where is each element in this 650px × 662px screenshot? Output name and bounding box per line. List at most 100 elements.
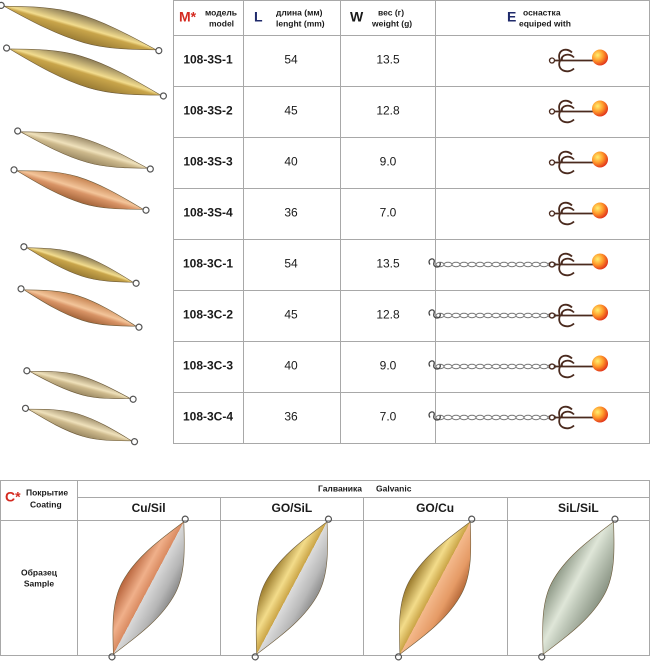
hook-eye xyxy=(548,363,556,370)
weight-cell: 13.5 xyxy=(376,257,400,271)
chain-link xyxy=(499,414,509,421)
length-cell: 45 xyxy=(284,308,298,322)
header-en: model xyxy=(209,18,234,28)
chain-link xyxy=(531,363,541,370)
hook-icon xyxy=(548,48,608,73)
swivel xyxy=(428,258,441,268)
chain-link xyxy=(515,312,525,319)
lure-ring xyxy=(23,367,31,375)
hook-bend xyxy=(558,48,573,61)
chain-link xyxy=(467,312,477,319)
chain-link xyxy=(459,414,469,421)
length-cell: 40 xyxy=(284,155,298,169)
chain-link xyxy=(451,363,461,370)
lure xyxy=(10,166,150,214)
lure xyxy=(21,404,139,446)
hook-bend xyxy=(558,162,575,175)
hook-eye xyxy=(548,312,556,319)
lure xyxy=(20,243,140,287)
hook-eye xyxy=(548,261,556,268)
hook-bend xyxy=(560,206,575,214)
bead xyxy=(592,100,608,117)
hook-bend xyxy=(558,150,573,163)
chain-link xyxy=(491,363,501,370)
lure-ring xyxy=(108,653,116,661)
spec-table-header: M* модель model L длина (мм) lenght (mm)… xyxy=(179,7,571,28)
hook-eye xyxy=(548,159,556,166)
hook-bend xyxy=(558,252,573,265)
bead xyxy=(592,253,608,270)
lure-body xyxy=(27,408,133,442)
hook-bend xyxy=(560,104,575,112)
hook-bend xyxy=(558,213,575,226)
lure xyxy=(538,515,619,661)
lure xyxy=(108,515,189,661)
letter: L xyxy=(254,9,263,25)
hook-bend xyxy=(558,303,573,316)
model-cell: 108-3S-2 xyxy=(183,104,233,118)
lure-ring xyxy=(142,206,150,214)
lure-ring xyxy=(21,404,30,412)
lure-body xyxy=(15,170,145,210)
lure xyxy=(23,367,137,403)
weight-cell: 13.5 xyxy=(376,53,400,67)
length-cell: 36 xyxy=(284,410,298,424)
model-cell: 108-3C-2 xyxy=(183,308,233,322)
coating-name: SiL/SiL xyxy=(558,501,599,515)
coating-table-header: C* Покрытие Coating Галваника Galvanic О… xyxy=(5,483,412,588)
bead xyxy=(592,355,608,372)
lure-ring xyxy=(155,47,163,55)
chain-link xyxy=(451,261,461,268)
chain-link xyxy=(475,414,485,421)
hook-bend xyxy=(558,417,575,430)
group-ru: Галваника xyxy=(318,483,362,493)
hook-icon xyxy=(428,405,608,430)
chain-link xyxy=(483,363,493,370)
length-cell: 54 xyxy=(284,53,298,67)
lure-ring xyxy=(159,92,168,100)
header-ru: длина (мм) xyxy=(276,7,323,17)
letter: C* xyxy=(5,489,21,505)
letter: E xyxy=(507,9,516,25)
chain-link xyxy=(539,261,549,268)
lure-body xyxy=(28,371,132,399)
chain-link xyxy=(499,312,509,319)
hook-bend xyxy=(558,60,575,73)
lure-body xyxy=(542,521,615,655)
chain-link xyxy=(531,414,541,421)
hook-bend xyxy=(558,366,575,379)
lure-body xyxy=(20,131,148,169)
length-cell: 45 xyxy=(284,104,298,118)
chain-link xyxy=(459,261,469,268)
hook-icon xyxy=(428,354,608,379)
swivel xyxy=(428,360,441,370)
lure-ring xyxy=(611,515,619,523)
lure-ring xyxy=(10,166,18,174)
lure-body xyxy=(22,289,138,327)
row-label-ru: Образец xyxy=(21,567,58,577)
hook-bend xyxy=(560,155,575,163)
model-cell: 108-3C-1 xyxy=(183,257,233,271)
bead xyxy=(592,406,608,423)
swivel xyxy=(428,411,441,421)
header-ru: оснастка xyxy=(523,7,561,17)
chain-link xyxy=(491,261,501,268)
chain-link xyxy=(491,414,501,421)
swivel xyxy=(428,309,441,319)
hook-bend xyxy=(560,308,575,316)
chain-link xyxy=(523,261,533,268)
chain-link xyxy=(451,414,461,421)
lure-body xyxy=(112,521,185,655)
weight-cell: 12.8 xyxy=(376,308,400,322)
chain-link xyxy=(515,261,525,268)
chain-link xyxy=(499,363,509,370)
chain-link xyxy=(475,363,485,370)
model-cell: 108-3C-4 xyxy=(183,410,233,424)
chain-link xyxy=(443,414,453,421)
lure-ring xyxy=(251,653,259,661)
bead xyxy=(592,202,608,219)
coating-name: GO/SiL xyxy=(272,501,313,515)
model-cell: 108-3S-3 xyxy=(183,155,233,169)
hook-icon xyxy=(548,201,608,226)
chain-link xyxy=(539,414,549,421)
